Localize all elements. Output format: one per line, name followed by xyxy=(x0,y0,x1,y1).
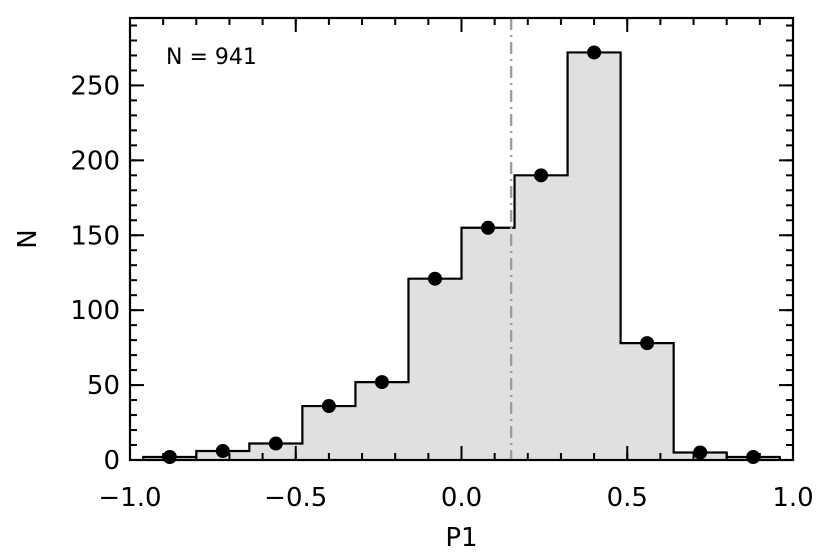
y-tick-label: 200 xyxy=(70,146,120,176)
axis-ticks xyxy=(129,18,794,461)
sample-size-annotation: N = 941 xyxy=(166,45,257,70)
data-point xyxy=(321,399,336,414)
data-point xyxy=(534,168,549,183)
data-points xyxy=(162,45,761,465)
data-point xyxy=(427,271,442,286)
histogram-step-outline xyxy=(142,51,781,460)
histogram-bar xyxy=(567,52,621,460)
y-axis-title: N xyxy=(13,229,43,248)
data-point xyxy=(640,336,655,351)
y-tick-label: 150 xyxy=(70,221,120,251)
data-point xyxy=(481,220,496,235)
y-tick-label: 100 xyxy=(70,296,120,326)
data-point xyxy=(746,450,761,465)
y-tick-label: 0 xyxy=(103,446,120,476)
x-tick-label: 0.0 xyxy=(441,483,482,513)
data-point xyxy=(215,444,230,459)
histogram-bar xyxy=(620,343,674,460)
histogram-bar xyxy=(408,278,462,460)
data-point xyxy=(374,375,389,390)
y-tick-label: 50 xyxy=(87,371,120,401)
x-tick-label: 1.0 xyxy=(772,483,813,513)
x-tick-label: 0.5 xyxy=(607,483,648,513)
histogram-bar xyxy=(514,175,568,461)
x-tick-label: −1.0 xyxy=(98,483,161,513)
data-point xyxy=(587,45,602,60)
histogram-bar xyxy=(302,406,356,460)
data-point xyxy=(693,445,708,460)
y-tick-labels: 0 50 100 150 200 250 xyxy=(70,71,120,476)
y-tick-label: 250 xyxy=(70,71,120,101)
histogram-bar xyxy=(355,382,409,460)
x-tick-labels: −1.0 −0.5 0.0 0.5 1.0 xyxy=(98,483,813,513)
x-axis-title: P1 xyxy=(445,523,477,553)
data-point xyxy=(162,450,177,465)
x-tick-label: −0.5 xyxy=(264,483,327,513)
histogram-bars xyxy=(143,52,780,461)
histogram-bar xyxy=(461,227,515,460)
data-point xyxy=(268,436,283,451)
